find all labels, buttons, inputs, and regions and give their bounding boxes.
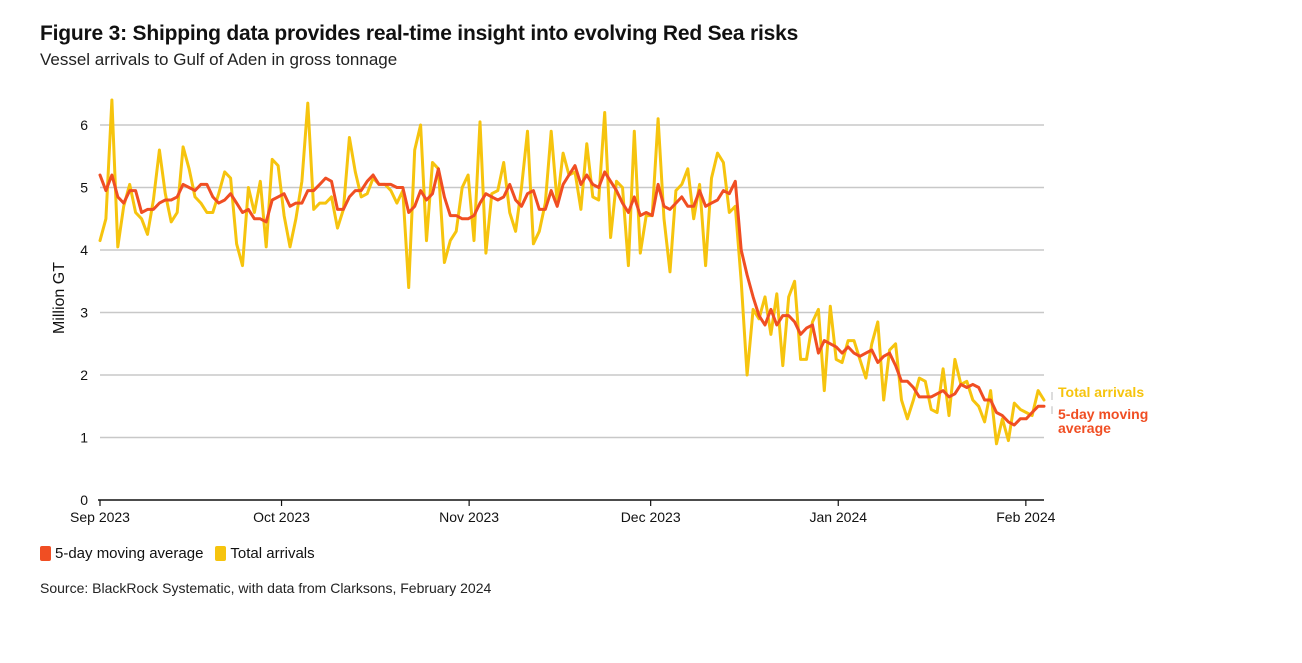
legend-label-avg: 5-day moving average xyxy=(55,545,204,562)
x-tick-label: Nov 2023 xyxy=(439,509,499,525)
series-line-total xyxy=(98,98,1046,446)
series-lines xyxy=(98,98,1046,446)
source-note: Source: BlackRock Systematic, with data … xyxy=(40,580,492,596)
y-tick-label: 1 xyxy=(80,430,88,446)
grid-lines xyxy=(98,124,1044,501)
chart-title: Figure 3: Shipping data provides real-ti… xyxy=(40,22,799,45)
y-axis-label: Million GT xyxy=(51,262,68,334)
legend-item-total: Total arrivals xyxy=(215,545,315,562)
y-tick-label: 6 xyxy=(80,117,88,133)
y-axis-ticks: 0 1 2 3 4 5 6 xyxy=(80,117,88,508)
legend-label-total: Total arrivals xyxy=(230,545,315,562)
end-labels: Total arrivals 5-day moving average xyxy=(1051,384,1148,436)
end-label-avg: 5-day moving average xyxy=(1058,406,1148,436)
end-label-total: Total arrivals xyxy=(1058,384,1144,400)
legend-item-avg: 5-day moving average xyxy=(40,545,203,562)
series-line-avg xyxy=(98,164,1046,427)
x-tick-label: Sep 2023 xyxy=(70,509,130,525)
legend-swatch-avg xyxy=(40,546,51,561)
x-axis-ticks: Sep 2023 Oct 2023 Nov 2023 Dec 2023 Jan 2024… xyxy=(70,500,1056,525)
x-tick-label: Dec 2023 xyxy=(621,509,681,525)
chart-subtitle: Vessel arrivals to Gulf of Aden in gross… xyxy=(40,50,398,69)
x-tick-label: Feb 2024 xyxy=(996,509,1055,525)
legend: 5-day moving average Total arrivals xyxy=(40,545,319,562)
end-label-avg-line1: 5-day moving xyxy=(1058,406,1148,422)
y-tick-label: 4 xyxy=(80,242,88,258)
end-label-avg-line2: average xyxy=(1058,420,1111,436)
y-tick-label: 0 xyxy=(80,492,88,508)
y-tick-label: 3 xyxy=(80,305,88,321)
x-tick-label: Jan 2024 xyxy=(809,509,867,525)
y-tick-label: 5 xyxy=(80,180,88,196)
y-tick-label: 2 xyxy=(80,367,88,383)
x-tick-label: Oct 2023 xyxy=(253,509,310,525)
legend-swatch-total xyxy=(215,546,227,561)
